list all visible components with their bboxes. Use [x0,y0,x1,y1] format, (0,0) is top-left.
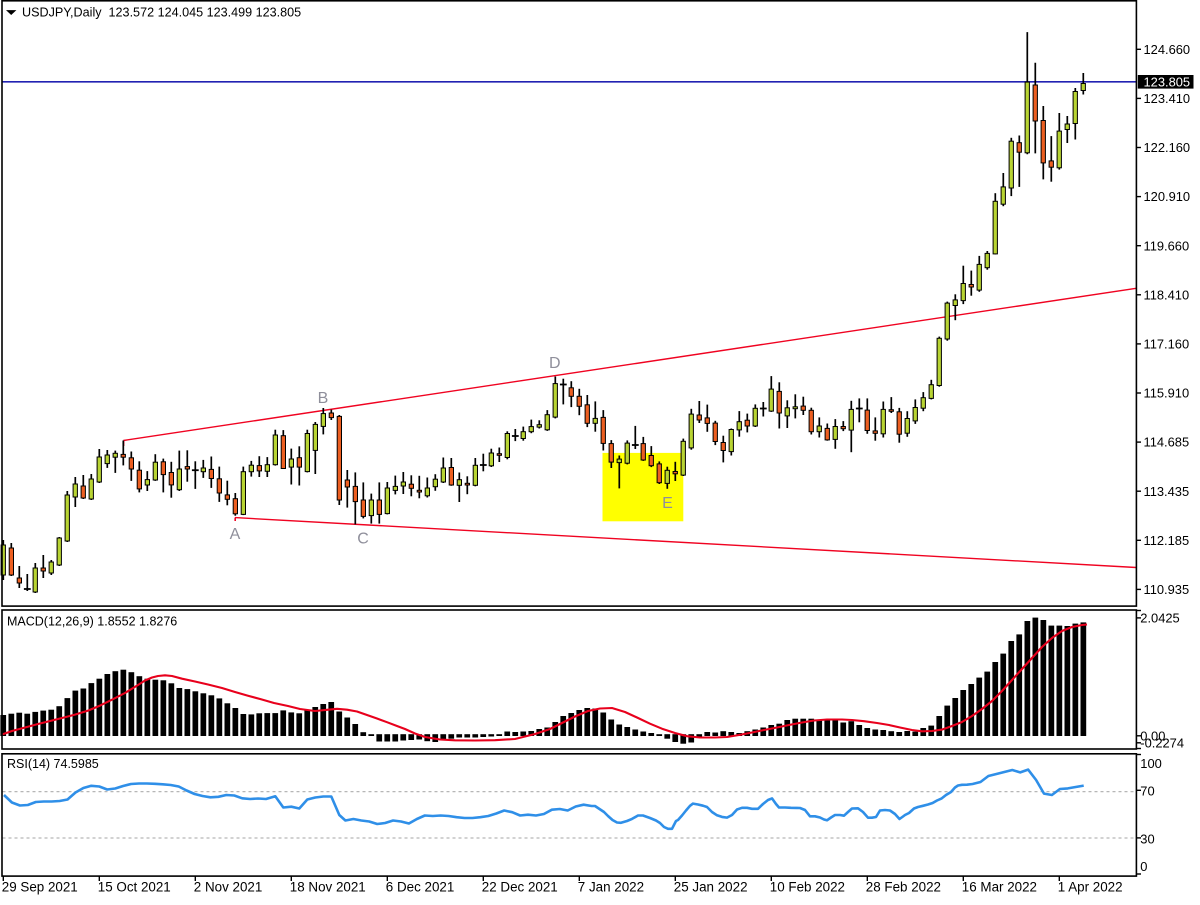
svg-text:1 Apr 2022: 1 Apr 2022 [1058,880,1123,895]
svg-text:119.660: 119.660 [1144,238,1190,253]
svg-text:115.910: 115.910 [1144,386,1190,401]
svg-text:B: B [318,390,329,407]
svg-text:123.410: 123.410 [1144,91,1191,106]
svg-text:7 Jan 2022: 7 Jan 2022 [578,880,644,895]
svg-text:2 Nov 2021: 2 Nov 2021 [194,880,262,895]
svg-text:6 Dec 2021: 6 Dec 2021 [386,880,455,895]
svg-text:25 Jan 2022: 25 Jan 2022 [674,880,748,895]
svg-text:MACD(12,26,9) 1.8552 1.8276: MACD(12,26,9) 1.8552 1.8276 [7,615,177,629]
svg-text:0: 0 [1140,859,1147,874]
svg-text:29 Sep 2021: 29 Sep 2021 [2,880,78,895]
svg-text:120.910: 120.910 [1144,189,1191,204]
svg-text:2.0425: 2.0425 [1140,611,1179,626]
svg-text:122.160: 122.160 [1144,140,1191,155]
svg-text:A: A [230,526,241,543]
svg-text:28 Feb 2022: 28 Feb 2022 [866,880,941,895]
svg-text:70: 70 [1140,784,1154,799]
svg-text:15 Oct 2021: 15 Oct 2021 [98,880,171,895]
svg-text:-0.2274: -0.2274 [1140,735,1184,750]
svg-text:118.410: 118.410 [1144,287,1190,302]
svg-text:10 Feb 2022: 10 Feb 2022 [770,880,845,895]
svg-text:E: E [662,495,673,512]
svg-text:30: 30 [1140,832,1154,847]
svg-text:D: D [549,355,561,372]
svg-text:123.805: 123.805 [1144,74,1191,89]
svg-text:110.935: 110.935 [1144,582,1190,597]
svg-text:112.185: 112.185 [1144,533,1190,548]
svg-text:114.685: 114.685 [1144,435,1190,450]
svg-text:16 Mar 2022: 16 Mar 2022 [962,880,1037,895]
svg-text:18 Nov 2021: 18 Nov 2021 [290,880,366,895]
svg-text:124.660: 124.660 [1144,42,1191,57]
svg-text:C: C [357,531,369,548]
svg-text:RSI(14) 74.5985: RSI(14) 74.5985 [7,757,99,771]
svg-text:0.00: 0.00 [1140,728,1165,743]
svg-text:113.435: 113.435 [1144,484,1190,499]
svg-text:22 Dec 2021: 22 Dec 2021 [482,880,558,895]
svg-text:117.160: 117.160 [1144,337,1190,352]
svg-text:USDJPY,Daily 123.572 124.045: USDJPY,Daily 123.572 124.045 123.499 123… [22,5,301,19]
svg-text:100: 100 [1140,756,1162,771]
